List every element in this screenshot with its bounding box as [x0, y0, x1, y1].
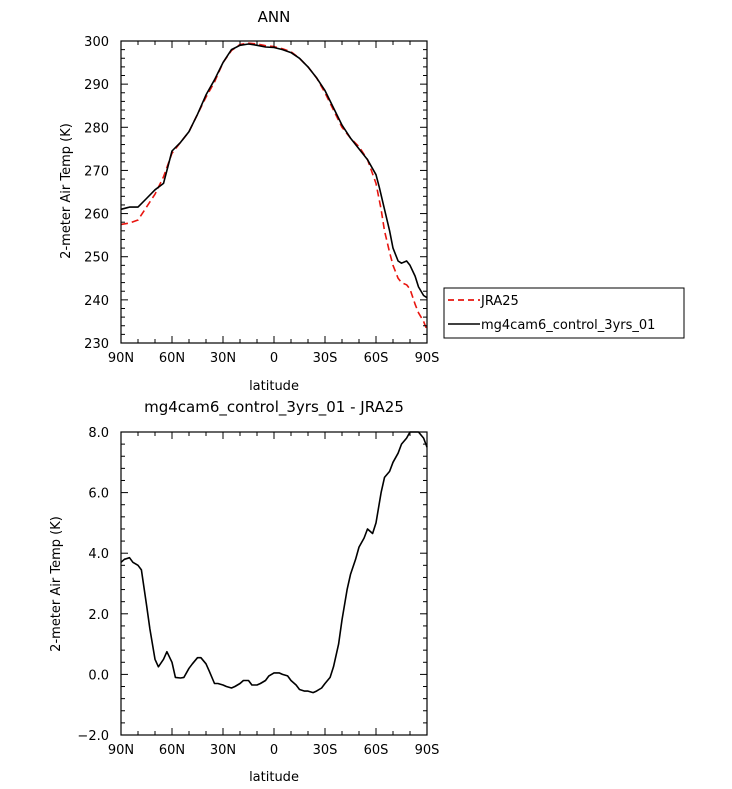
top-x-tick-label: 90S	[415, 351, 440, 366]
bottom-y-tick-label: 0.0	[88, 668, 109, 683]
top-y-tick-label: 240	[84, 294, 109, 309]
top-x-tick-label: 30N	[210, 351, 236, 366]
top-panel: ANN latitude 2-meter Air Temp (K) 90N 60N…	[59, 8, 439, 394]
bottom-chart-title: mg4cam6_control_3yrs_01 - JRA25	[144, 398, 404, 417]
top-y-tick-label: 270	[84, 164, 109, 179]
legend-label-model: mg4cam6_control_3yrs_01	[481, 318, 655, 333]
top-x-tick-label: 30S	[313, 351, 338, 366]
bottom-x-tick-label: 30S	[313, 743, 338, 758]
top-y-tick-label: 290	[84, 78, 109, 93]
top-x-tick-label: 0	[270, 351, 278, 366]
bottom-x-tick-label: 90S	[415, 743, 440, 758]
top-y-tick-label: 250	[84, 251, 109, 266]
top-y-tick-label: 280	[84, 121, 109, 136]
bottom-x-tick-label: 0	[270, 743, 278, 758]
bottom-y-tick-label: 4.0	[88, 547, 109, 562]
top-series-line-mg4cam6-control-3yrs-01	[120, 43, 428, 299]
legend-label-jra25: JRA25	[480, 294, 519, 309]
top-x-tick-label: 60S	[364, 351, 389, 366]
legend: JRA25 mg4cam6_control_3yrs_01	[443, 287, 685, 339]
bottom-x-tick-label: 30N	[210, 743, 236, 758]
top-y-tick-label: 230	[84, 337, 109, 352]
top-chart-title: ANN	[258, 8, 291, 26]
bottom-y-tick-label: 2.0	[88, 608, 109, 623]
top-y-tick-label: 300	[84, 35, 109, 50]
bottom-y-tick-label: 6.0	[88, 487, 109, 502]
bottom-x-tick-label: 60N	[159, 743, 185, 758]
bottom-x-tick-label: 60S	[364, 743, 389, 758]
bottom-x-tick-label: 90N	[108, 743, 134, 758]
bottom-plot-frame	[120, 431, 428, 736]
bottom-series-line-1	[120, 431, 428, 694]
top-series-line-jra25	[120, 42, 428, 331]
bottom-x-axis-label: latitude	[249, 770, 299, 785]
top-x-tick-label: 90N	[108, 351, 134, 366]
top-x-axis-label: latitude	[249, 379, 299, 394]
bottom-y-tick-label: −2.0	[77, 729, 109, 744]
legend-box	[443, 287, 685, 339]
bottom-y-axis-label: 2-meter Air Temp (K)	[49, 516, 64, 652]
bottom-panel: mg4cam6_control_3yrs_01 - JRA25 latitude…	[49, 398, 439, 785]
bottom-y-tick-label: 8.0	[88, 426, 109, 441]
top-y-tick-label: 260	[84, 208, 109, 223]
top-x-tick-label: 60N	[159, 351, 185, 366]
top-y-axis-label: 2-meter Air Temp (K)	[59, 123, 74, 259]
